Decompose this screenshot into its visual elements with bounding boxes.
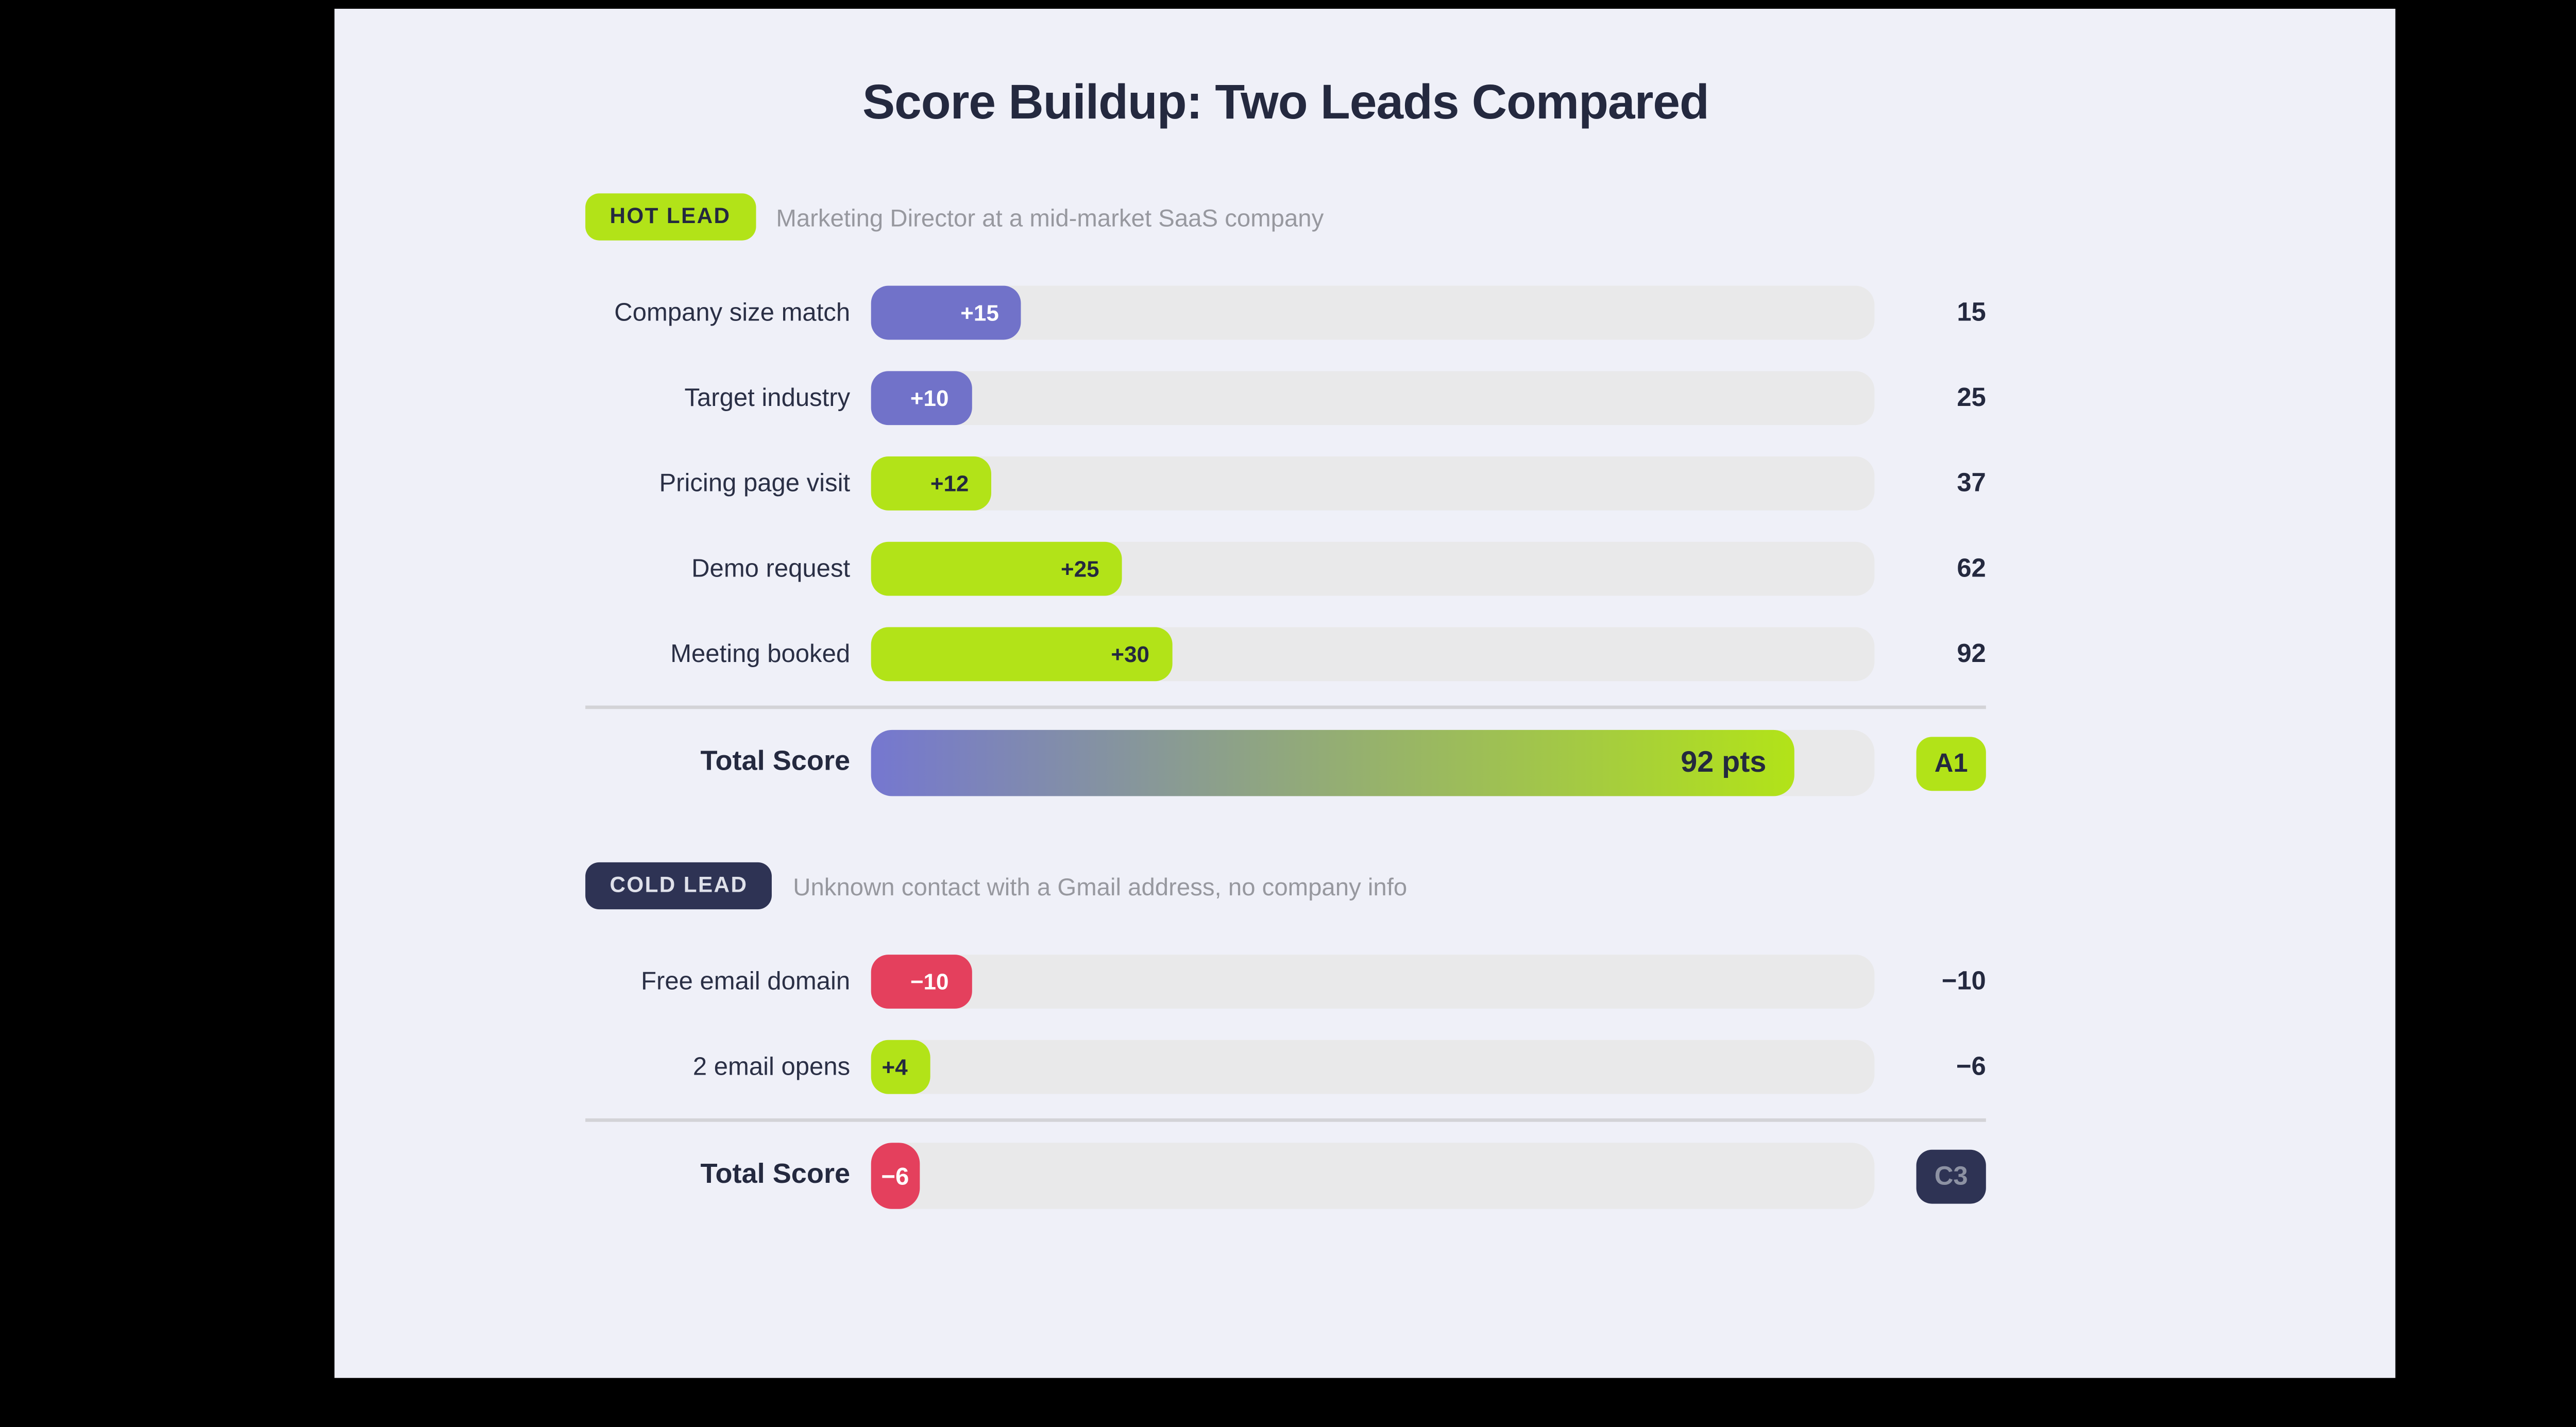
score-bar: +12 bbox=[871, 456, 992, 511]
score-rows: Free email domain −10 −10 2 email opens … bbox=[585, 955, 1986, 1094]
bar-delta-label: −10 bbox=[910, 969, 949, 995]
score-bar: +4 bbox=[871, 1040, 930, 1094]
bar-track: −10 bbox=[871, 955, 1875, 1009]
row-label: Pricing page visit bbox=[659, 469, 851, 498]
stage: Score Buildup: Two Leads Compared HOT LE… bbox=[0, 9, 2576, 1427]
cumulative-value: 92 bbox=[1957, 639, 1986, 669]
divider bbox=[585, 1118, 1986, 1122]
grade-badge: C3 bbox=[1916, 1149, 1986, 1203]
bar-delta-label: +25 bbox=[1061, 555, 1099, 582]
score-bar: +25 bbox=[871, 541, 1122, 596]
bar-track: +25 bbox=[871, 541, 1875, 596]
row-label: 2 email opens bbox=[692, 1053, 851, 1081]
grade-badge: A1 bbox=[1916, 736, 1986, 790]
total-bar: 92 pts bbox=[871, 729, 1794, 796]
lead-section: HOT LEAD Marketing Director at a mid-mar… bbox=[585, 193, 1986, 796]
score-row: Demo request +25 62 bbox=[585, 541, 1986, 596]
cumulative-value: −10 bbox=[1941, 966, 1986, 997]
grade-cell: C3 bbox=[1874, 1149, 1986, 1203]
chart-panel: Score Buildup: Two Leads Compared HOT LE… bbox=[334, 9, 2396, 1378]
cumulative-value: 62 bbox=[1957, 554, 1986, 584]
bar-track: +30 bbox=[871, 627, 1875, 682]
bar-delta-label: +30 bbox=[1111, 641, 1150, 668]
bar-track: +4 bbox=[871, 1040, 1875, 1094]
total-label: Total Score bbox=[700, 1160, 851, 1190]
score-bar: +15 bbox=[871, 285, 1022, 340]
divider bbox=[585, 705, 1986, 709]
bar-track: +12 bbox=[871, 456, 1875, 511]
bar-delta-label: +15 bbox=[960, 299, 999, 326]
score-bar: +30 bbox=[871, 627, 1172, 682]
lead-header: COLD LEAD Unknown contact with a Gmail a… bbox=[585, 862, 1986, 910]
score-row: 2 email opens +4 −6 bbox=[585, 1040, 1986, 1094]
row-label: Target industry bbox=[684, 384, 851, 412]
lead-badge: HOT LEAD bbox=[585, 193, 755, 241]
score-row: Meeting booked +30 92 bbox=[585, 627, 1986, 682]
cumulative-value: 25 bbox=[1957, 383, 1986, 413]
score-rows: Company size match +15 15 Target industr… bbox=[585, 285, 1986, 682]
total-row: Total Score −6 C3 bbox=[585, 1143, 1986, 1209]
score-row: Company size match +15 15 bbox=[585, 285, 1986, 340]
cumulative-value: 15 bbox=[1957, 298, 1986, 328]
score-row: Pricing page visit +12 37 bbox=[585, 456, 1986, 511]
total-bar-track: 92 pts bbox=[871, 729, 1875, 796]
bar-track: +15 bbox=[871, 285, 1875, 340]
lead-section: COLD LEAD Unknown contact with a Gmail a… bbox=[585, 862, 1986, 1209]
lead-description: Unknown contact with a Gmail address, no… bbox=[793, 872, 1408, 900]
row-label: Company size match bbox=[614, 298, 851, 327]
bar-track: +10 bbox=[871, 371, 1875, 426]
lead-description: Marketing Director at a mid-market SaaS … bbox=[776, 203, 1324, 231]
bar-delta-label: +4 bbox=[882, 1054, 908, 1080]
score-bar: −10 bbox=[871, 955, 972, 1009]
total-row: Total Score 92 pts A1 bbox=[585, 729, 1986, 796]
score-row: Target industry +10 25 bbox=[585, 371, 1986, 426]
row-label: Free email domain bbox=[641, 967, 851, 996]
sections: HOT LEAD Marketing Director at a mid-mar… bbox=[585, 193, 1986, 1209]
row-label: Demo request bbox=[691, 555, 851, 583]
row-label: Meeting booked bbox=[670, 640, 851, 668]
total-bar: −6 bbox=[871, 1143, 920, 1209]
lead-header: HOT LEAD Marketing Director at a mid-mar… bbox=[585, 193, 1986, 241]
score-bar: +10 bbox=[871, 371, 972, 426]
chart-content: Score Buildup: Two Leads Compared HOT LE… bbox=[585, 75, 1986, 1209]
total-bar-label: 92 pts bbox=[1681, 745, 1767, 779]
cumulative-value: −6 bbox=[1956, 1052, 1986, 1082]
total-bar-label: −6 bbox=[881, 1162, 909, 1190]
cumulative-value: 37 bbox=[1957, 468, 1986, 499]
bar-delta-label: +10 bbox=[910, 385, 949, 412]
lead-badge: COLD LEAD bbox=[585, 862, 772, 910]
grade-cell: A1 bbox=[1874, 736, 1986, 790]
bar-delta-label: +12 bbox=[930, 470, 969, 497]
total-label: Total Score bbox=[700, 747, 851, 777]
total-bar-track: −6 bbox=[871, 1143, 1875, 1209]
chart-title: Score Buildup: Two Leads Compared bbox=[862, 75, 1709, 129]
score-row: Free email domain −10 −10 bbox=[585, 955, 1986, 1009]
